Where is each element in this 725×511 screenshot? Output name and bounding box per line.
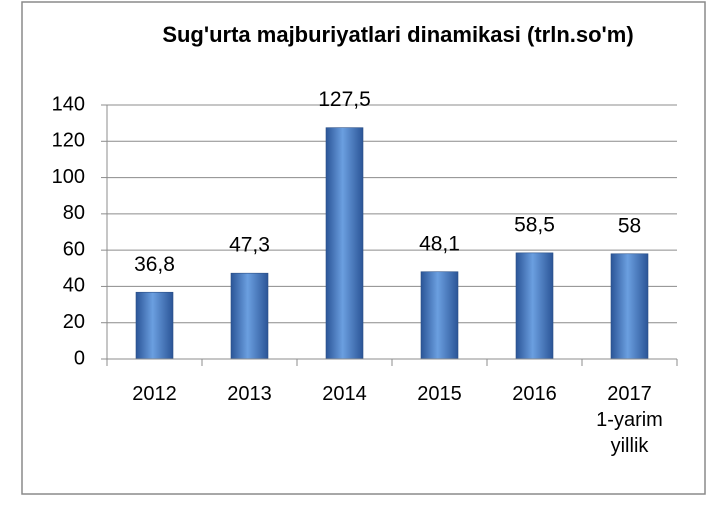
y-tick-label: 40 (63, 275, 85, 297)
x-tick-label: 2013 (227, 383, 272, 405)
y-tick-label: 100 (52, 166, 85, 188)
y-tick-label: 60 (63, 238, 85, 260)
y-tick-label: 120 (52, 130, 85, 152)
value-label: 58 (618, 214, 641, 237)
y-tick-label: 140 (52, 93, 85, 115)
y-tick-label: 0 (74, 347, 85, 369)
bar (515, 252, 554, 360)
bar (610, 253, 649, 360)
x-tick-label: 2015 (417, 383, 462, 405)
y-tick-label: 20 (63, 311, 85, 333)
chart-frame (21, 1, 706, 495)
x-tick-label: 2012 (132, 383, 177, 405)
value-label: 36,8 (134, 253, 175, 276)
chart-title: Sug'urta majburiyatlari dinamikasi (trln… (162, 22, 633, 47)
x-tick-label: 2017 1-yarim yillik (596, 383, 663, 457)
value-label: 48,1 (419, 232, 460, 255)
bar (230, 272, 269, 360)
y-tick-label: 80 (63, 202, 85, 224)
bar (420, 271, 459, 360)
x-tick-label: 2016 (512, 383, 557, 405)
value-label: 47,3 (229, 234, 270, 257)
value-label: 58,5 (514, 213, 555, 236)
bar (325, 127, 364, 360)
value-label: 127,5 (318, 88, 371, 111)
bar (135, 291, 174, 360)
x-tick-label: 2014 (322, 383, 367, 405)
